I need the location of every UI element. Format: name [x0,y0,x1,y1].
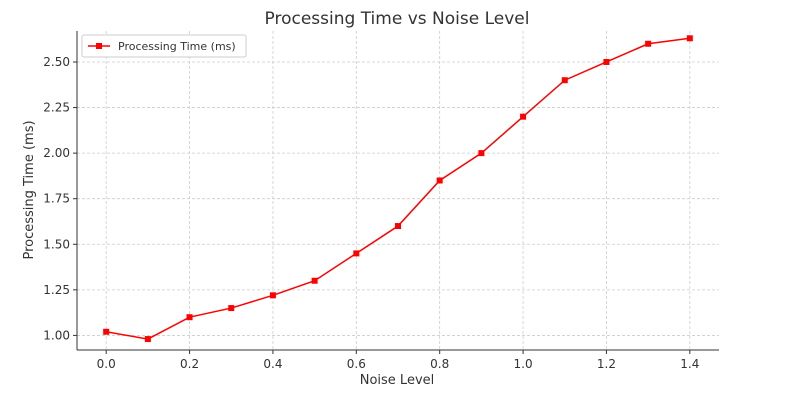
data-point-marker [144,336,151,343]
x-tick-label: 0.4 [263,357,282,371]
x-tick-label: 0.6 [347,357,366,371]
chart-title: Processing Time vs Noise Level [265,9,530,29]
x-tick-label: 0.8 [430,357,449,371]
x-tick-label: 0.2 [180,357,199,371]
y-tick-label: 1.50 [43,237,70,251]
y-tick-label: 2.50 [43,55,70,69]
y-tick-label: 1.25 [43,283,70,297]
data-point-marker [228,305,235,312]
data-point-marker [686,35,693,42]
x-axis-label: Noise Level [360,373,435,388]
y-tick-label: 2.00 [43,146,70,160]
x-tick-label: 1.2 [597,357,616,371]
y-axis-label: Processing Time (ms) [22,120,37,259]
data-point-marker [645,40,652,47]
y-tick-label: 2.25 [43,101,70,115]
data-point-marker [561,77,568,84]
grid-lines [77,31,719,350]
y-tick-label: 1.75 [43,192,70,206]
axes: 0.0 0.2 0.4 0.6 0.8 1.0 1.2 1.4 1.00 1.25 1.50 1.75… [43,31,719,371]
legend-label: Processing Time (ms) [118,40,236,53]
data-point-marker [478,150,485,157]
y-tick-label: 1.00 [43,328,70,342]
x-tick-label: 0.0 [97,357,116,371]
legend-marker-swatch [96,43,102,49]
data-point-marker [311,277,318,284]
series-layer [103,35,693,343]
data-point-marker [269,292,276,299]
legend: Processing Time (ms) [81,34,247,58]
data-point-marker [353,250,360,257]
data-point-marker [603,58,610,65]
x-tick-label: 1.4 [680,357,699,371]
data-point-marker [436,177,443,184]
legend-box [81,34,247,58]
data-point-marker [395,223,401,230]
series-line [106,37,690,340]
data-point-marker [520,113,527,120]
data-point-marker [103,328,110,335]
x-tick-label: 1.0 [514,357,533,371]
data-point-marker [186,314,193,321]
